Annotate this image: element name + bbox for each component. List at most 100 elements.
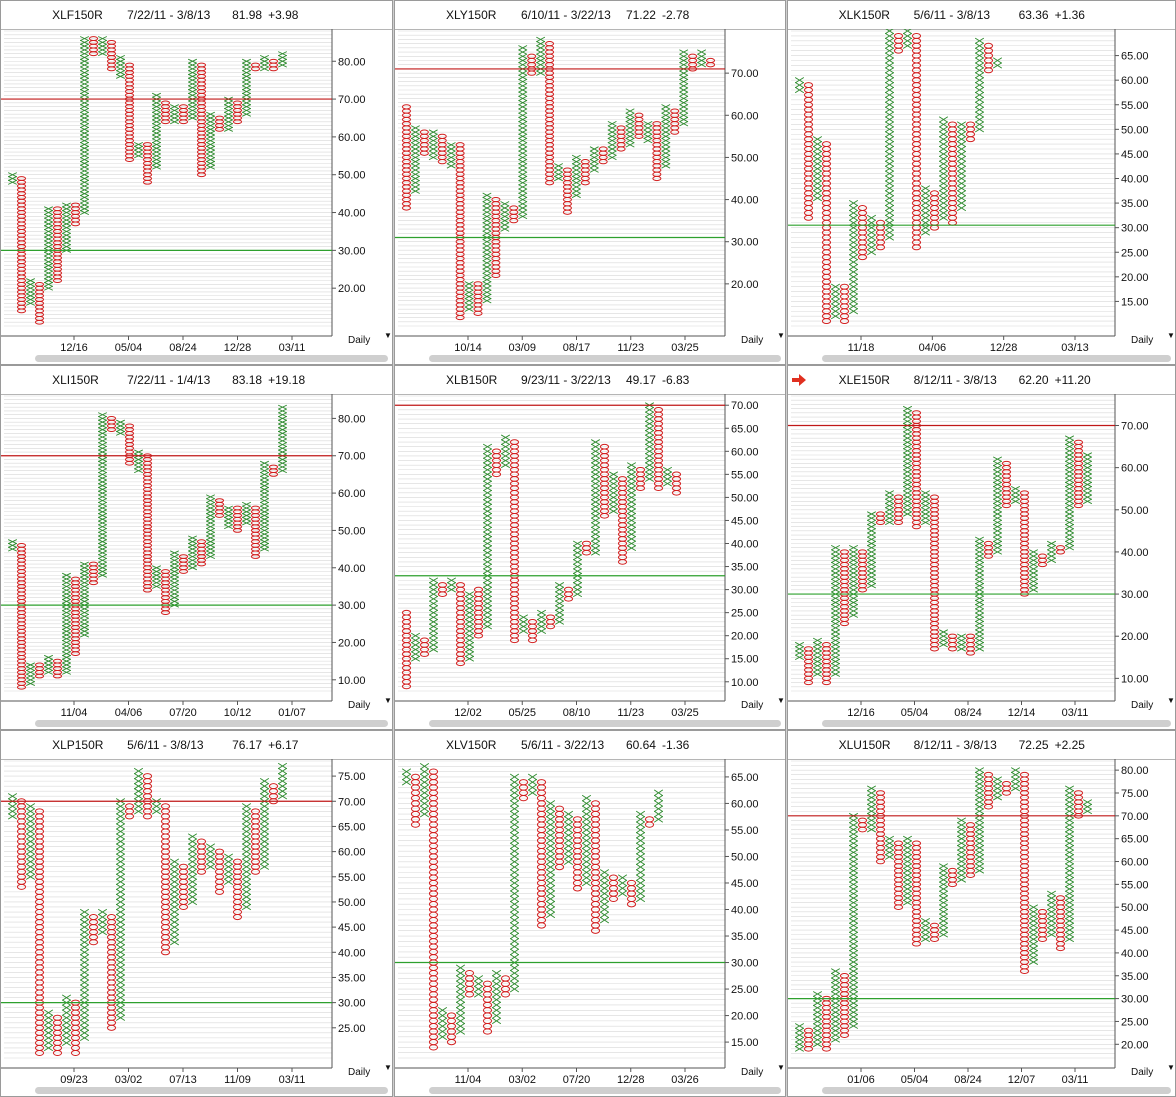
x-mark xyxy=(428,577,439,584)
o-column xyxy=(473,281,483,316)
chevron-down-icon[interactable]: ▼ xyxy=(777,696,785,705)
horizontal-scrollbar[interactable] xyxy=(429,355,781,362)
horizontal-scrollbar[interactable] xyxy=(35,355,388,362)
x-mark xyxy=(61,232,72,238)
x-mark xyxy=(428,605,439,611)
x-mark xyxy=(97,471,108,477)
x-mark xyxy=(115,1009,126,1016)
period-selector[interactable]: Daily xyxy=(1131,700,1154,711)
x-mark xyxy=(848,278,859,285)
x-mark xyxy=(97,913,108,921)
x-mark xyxy=(884,77,895,84)
x-mark xyxy=(902,481,913,488)
o-mark xyxy=(893,494,904,500)
chevron-down-icon[interactable]: ▼ xyxy=(1167,696,1175,705)
x-mark xyxy=(974,849,985,856)
period-selector[interactable]: Daily xyxy=(741,700,764,711)
x-mark xyxy=(241,803,252,810)
y-tick-label: 55.00 xyxy=(1121,879,1149,891)
x-mark xyxy=(259,513,270,518)
x-mark xyxy=(938,922,949,929)
x-mark xyxy=(1082,477,1093,484)
x-mark xyxy=(848,303,859,310)
x-mark xyxy=(884,101,895,108)
x-mark xyxy=(974,111,985,118)
period-selector[interactable]: Daily xyxy=(1131,335,1154,346)
chevron-down-icon[interactable]: ▼ xyxy=(1167,1063,1175,1072)
x-mark xyxy=(545,847,556,855)
period-selector[interactable]: Daily xyxy=(348,335,371,346)
x-mark xyxy=(608,503,619,510)
x-mark xyxy=(902,507,913,513)
x-mark xyxy=(482,471,493,478)
period-selector[interactable]: Daily xyxy=(348,1067,371,1078)
x-mark xyxy=(277,783,288,790)
x-mark xyxy=(61,591,72,597)
chevron-down-icon[interactable]: ▼ xyxy=(384,331,392,340)
x-mark xyxy=(25,838,36,845)
chevron-down-icon[interactable]: ▼ xyxy=(1167,331,1175,340)
x-mark xyxy=(97,505,108,511)
x-mark xyxy=(97,486,108,492)
o-column xyxy=(803,1027,814,1052)
x-column xyxy=(644,402,655,482)
o-column xyxy=(947,121,958,226)
horizontal-scrollbar[interactable] xyxy=(822,1087,1171,1094)
x-mark xyxy=(464,302,474,308)
chevron-down-icon[interactable]: ▼ xyxy=(384,696,392,705)
x-mark xyxy=(7,808,18,815)
o-column xyxy=(929,922,940,942)
period-selector[interactable]: Daily xyxy=(741,1067,764,1078)
x-mark xyxy=(205,524,216,530)
chevron-down-icon[interactable]: ▼ xyxy=(777,331,785,340)
x-mark xyxy=(1010,771,1021,778)
x-mark xyxy=(277,442,288,448)
horizontal-scrollbar[interactable] xyxy=(429,1087,781,1094)
x-mark xyxy=(956,195,967,202)
chevron-down-icon[interactable]: ▼ xyxy=(384,1063,392,1072)
x-mark xyxy=(79,62,90,68)
x-mark xyxy=(626,462,637,469)
horizontal-scrollbar[interactable] xyxy=(822,720,1171,727)
x-column xyxy=(830,283,841,320)
period-selector[interactable]: Daily xyxy=(348,700,371,711)
horizontal-scrollbar[interactable] xyxy=(429,720,781,727)
chevron-down-icon[interactable]: ▼ xyxy=(777,1063,785,1072)
x-mark xyxy=(830,620,841,627)
x-mark xyxy=(151,576,162,582)
x-mark xyxy=(830,646,841,652)
x-mark xyxy=(1082,799,1093,806)
period-selector[interactable]: Daily xyxy=(741,335,764,346)
x-mark xyxy=(455,975,466,982)
horizontal-scrollbar[interactable] xyxy=(822,355,1171,362)
period-selector[interactable]: Daily xyxy=(1131,1067,1154,1078)
x-mark xyxy=(608,485,619,492)
horizontal-scrollbar[interactable] xyxy=(35,720,388,727)
o-mark xyxy=(16,176,27,181)
x-mark xyxy=(992,523,1003,530)
x-mark xyxy=(974,574,985,580)
x-mark xyxy=(830,968,841,975)
x-mark xyxy=(509,927,520,935)
x-mark xyxy=(661,116,671,123)
x-mark xyxy=(79,54,90,60)
x-mark xyxy=(902,435,913,441)
x-mark xyxy=(590,517,601,524)
x-mark xyxy=(61,598,72,604)
x-mark xyxy=(473,980,484,988)
o-column xyxy=(1037,553,1048,568)
x-mark xyxy=(590,540,601,547)
x-mark xyxy=(662,466,673,473)
o-mark xyxy=(196,62,207,68)
x-mark xyxy=(536,62,546,68)
x-mark xyxy=(848,977,859,984)
x-mark xyxy=(259,788,270,795)
x-mark xyxy=(410,646,421,653)
chart-last-price: 49.17 xyxy=(625,373,656,387)
horizontal-scrollbar[interactable] xyxy=(35,1087,388,1094)
x-mark xyxy=(151,153,162,159)
pnf-chart-xlv: 15.0020.0025.0030.0035.0040.0045.0050.00… xyxy=(395,759,759,1086)
x-column xyxy=(482,192,492,304)
x-column xyxy=(536,609,547,635)
x-mark xyxy=(956,175,967,182)
